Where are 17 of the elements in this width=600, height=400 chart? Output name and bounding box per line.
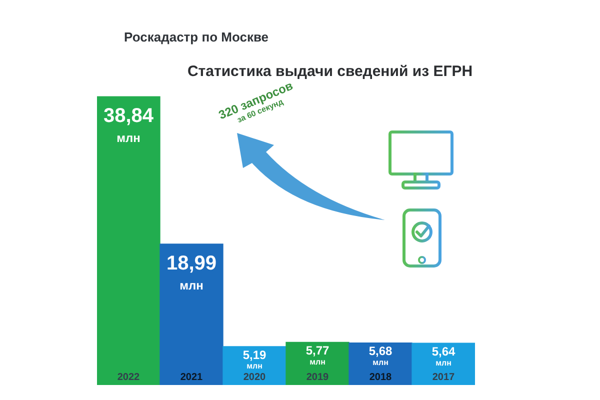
data-label: 5,64 млн [432, 344, 456, 368]
x-tick-label: 2017 [432, 372, 456, 383]
data-label: 18,99 млн [166, 252, 217, 292]
data-label: 5,19 млн [242, 348, 266, 371]
data-label: 5,68 млн [368, 344, 392, 368]
bar [412, 342, 475, 385]
bar [160, 244, 224, 385]
x-tick-label: 2019 [306, 372, 330, 383]
x-tick-label: 2020 [243, 372, 266, 383]
data-label: 5,77 млн [306, 343, 330, 366]
data-label: 38,84 млн [103, 105, 154, 145]
x-tick-label: 2021 [180, 372, 204, 383]
x-tick-label: 2018 [369, 372, 392, 383]
x-tick-label: 2022 [117, 372, 140, 383]
bar [97, 96, 160, 385]
text: Роскадастр по Москве [124, 30, 269, 45]
chart-title: Статистика выдачи сведений из ЕГРН [187, 63, 473, 80]
